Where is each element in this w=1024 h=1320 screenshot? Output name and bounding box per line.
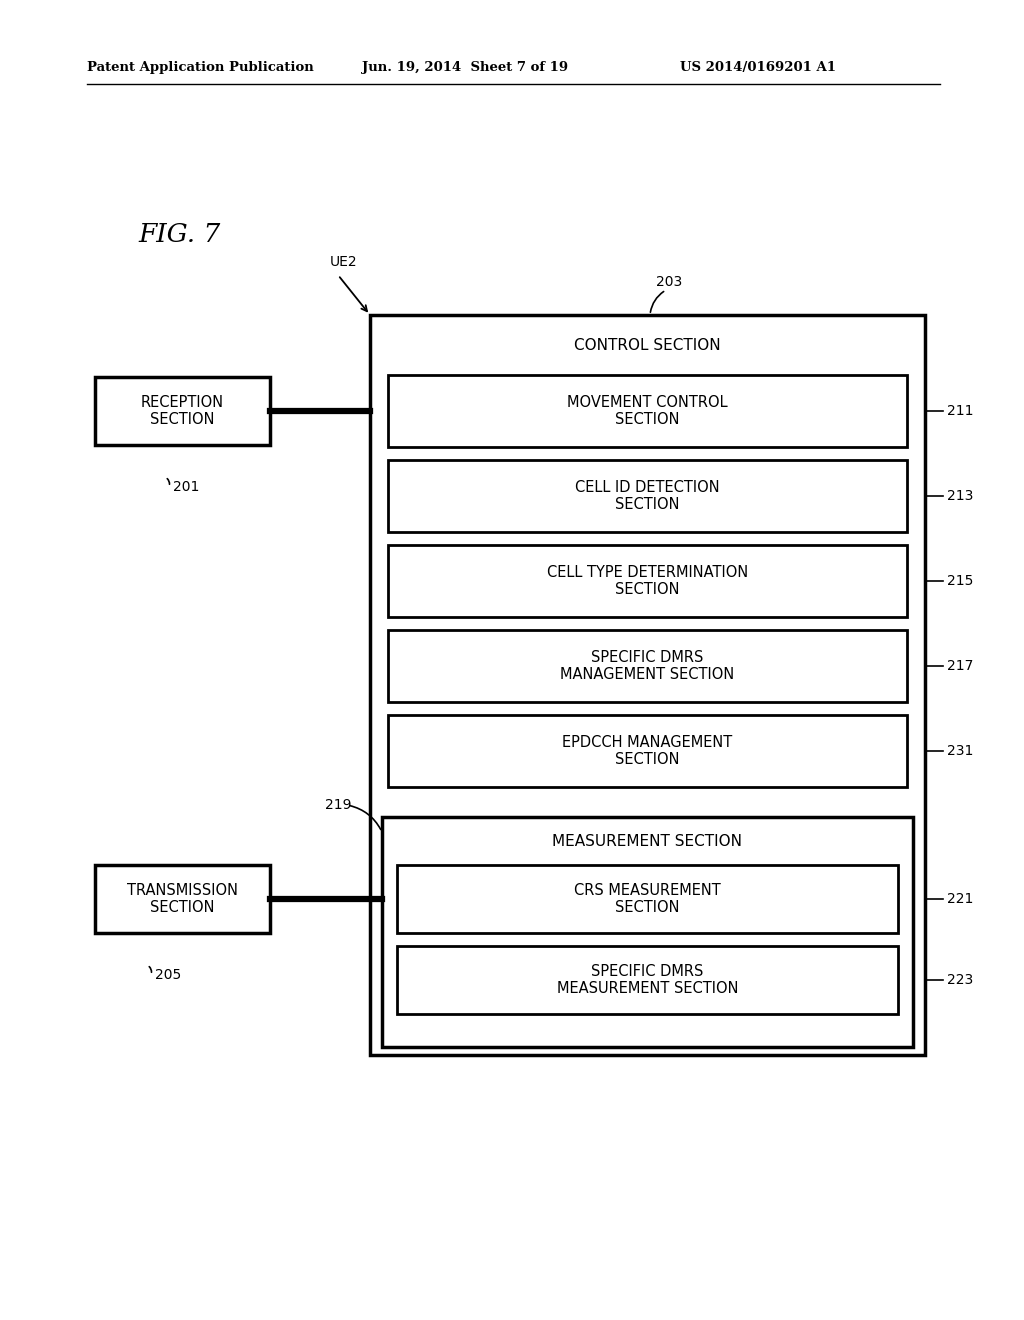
Text: 215: 215 (947, 574, 974, 587)
Text: 219: 219 (325, 799, 351, 812)
Text: EPDCCH MANAGEMENT
SECTION: EPDCCH MANAGEMENT SECTION (562, 735, 732, 767)
Bar (388, 545, 907, 616)
Bar (388, 630, 907, 702)
Text: FIG. 7: FIG. 7 (138, 223, 220, 248)
Text: 223: 223 (947, 973, 973, 987)
Text: US 2014/0169201 A1: US 2014/0169201 A1 (680, 62, 836, 74)
Text: UE2: UE2 (330, 255, 357, 269)
Text: 201: 201 (173, 480, 200, 494)
Text: Patent Application Publication: Patent Application Publication (87, 62, 313, 74)
Text: SPECIFIC DMRS
MANAGEMENT SECTION: SPECIFIC DMRS MANAGEMENT SECTION (560, 649, 734, 682)
Text: CELL ID DETECTION
SECTION: CELL ID DETECTION SECTION (575, 479, 720, 512)
Text: MOVEMENT CONTROL
SECTION: MOVEMENT CONTROL SECTION (567, 395, 728, 428)
Bar (388, 375, 907, 447)
Text: RECEPTION
SECTION: RECEPTION SECTION (141, 395, 224, 428)
Text: 205: 205 (155, 968, 181, 982)
Bar (382, 817, 913, 1047)
Text: 203: 203 (656, 275, 682, 289)
Text: CONTROL SECTION: CONTROL SECTION (574, 338, 721, 352)
Bar (388, 459, 907, 532)
Text: MEASUREMENT SECTION: MEASUREMENT SECTION (553, 834, 742, 850)
Bar (397, 865, 898, 933)
Bar (95, 865, 270, 933)
Text: 211: 211 (947, 404, 974, 418)
Bar (397, 946, 898, 1014)
Text: 231: 231 (947, 744, 974, 758)
Text: CELL TYPE DETERMINATION
SECTION: CELL TYPE DETERMINATION SECTION (547, 565, 749, 597)
Text: TRANSMISSION
SECTION: TRANSMISSION SECTION (127, 883, 238, 915)
Text: Jun. 19, 2014  Sheet 7 of 19: Jun. 19, 2014 Sheet 7 of 19 (362, 62, 568, 74)
Text: CRS MEASUREMENT
SECTION: CRS MEASUREMENT SECTION (574, 883, 721, 915)
Text: 217: 217 (947, 659, 974, 673)
Bar (95, 378, 270, 445)
Text: 213: 213 (947, 488, 974, 503)
Text: SPECIFIC DMRS
MEASUREMENT SECTION: SPECIFIC DMRS MEASUREMENT SECTION (557, 964, 738, 997)
Bar (388, 715, 907, 787)
Text: 221: 221 (947, 892, 974, 906)
Bar (370, 315, 925, 1055)
